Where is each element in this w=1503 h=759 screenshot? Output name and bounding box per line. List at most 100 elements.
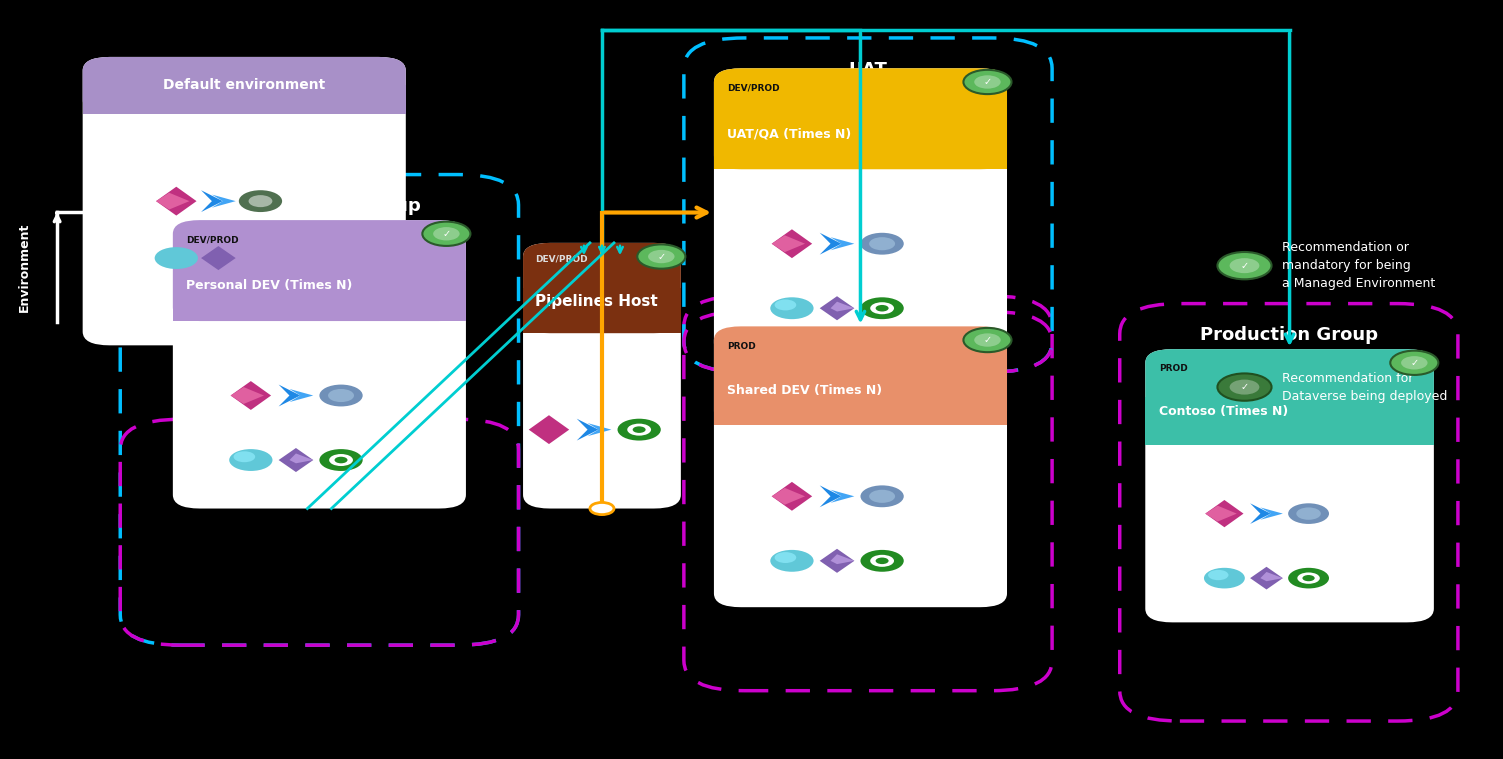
Circle shape [1229,380,1260,395]
FancyBboxPatch shape [714,68,1007,169]
FancyBboxPatch shape [83,57,406,114]
Polygon shape [1250,503,1270,524]
Polygon shape [819,486,842,507]
Circle shape [618,419,661,440]
Text: Default environment: Default environment [164,78,325,93]
Circle shape [335,457,347,463]
FancyBboxPatch shape [523,243,681,509]
Circle shape [589,502,613,515]
Polygon shape [831,554,854,564]
Text: Shared DEV (Times N): Shared DEV (Times N) [727,384,882,397]
Polygon shape [588,423,612,436]
Text: Personal DEV (Times N): Personal DEV (Times N) [186,279,353,292]
Circle shape [1288,568,1329,588]
FancyBboxPatch shape [714,68,1007,357]
Circle shape [1390,351,1438,375]
Circle shape [1217,252,1272,279]
Circle shape [1297,572,1320,584]
Circle shape [860,486,903,507]
Circle shape [774,552,797,563]
Circle shape [860,298,903,319]
FancyBboxPatch shape [1145,349,1434,622]
Circle shape [774,300,797,310]
Circle shape [869,490,896,503]
Polygon shape [230,387,265,404]
Polygon shape [529,415,570,444]
Circle shape [637,244,685,269]
Polygon shape [1261,572,1284,581]
Text: DEV/PROD: DEV/PROD [535,254,588,263]
Polygon shape [230,381,271,410]
Circle shape [433,227,460,241]
Circle shape [963,328,1012,352]
Text: DEV/PROD: DEV/PROD [186,236,239,245]
Text: Environment: Environment [18,222,30,312]
Text: PROD: PROD [727,342,756,351]
FancyBboxPatch shape [714,326,1007,425]
Circle shape [248,195,272,207]
Text: DEV/PROD: DEV/PROD [727,84,780,93]
Text: Contoso (Times N): Contoso (Times N) [1159,405,1288,417]
Polygon shape [771,482,812,511]
Circle shape [228,449,272,471]
Circle shape [974,75,1001,89]
FancyBboxPatch shape [173,220,466,321]
Text: ✓: ✓ [1240,382,1249,392]
FancyBboxPatch shape [83,57,406,345]
Circle shape [648,250,675,263]
Text: Recommendation for
Dataverse being deployed: Recommendation for Dataverse being deplo… [1282,372,1447,402]
Polygon shape [819,233,842,254]
Circle shape [422,222,470,246]
Text: Production Group: Production Group [1199,326,1378,345]
Text: ✓: ✓ [657,251,666,262]
Circle shape [1401,356,1428,370]
Bar [173,270,466,321]
Circle shape [870,302,894,314]
Circle shape [1208,570,1228,580]
Polygon shape [1205,500,1243,528]
Polygon shape [278,448,313,472]
Bar [714,376,1007,425]
Text: Recommendation or
mandatory for being
a Managed Environment: Recommendation or mandatory for being a … [1282,241,1435,290]
Text: Shared DEV Group: Shared DEV Group [774,319,962,337]
Bar [1145,397,1434,445]
Polygon shape [290,453,313,463]
Circle shape [329,454,353,466]
Bar [714,118,1007,169]
Polygon shape [831,490,854,503]
Text: Development Group: Development Group [218,197,421,216]
Polygon shape [819,296,854,320]
Circle shape [627,424,651,436]
Polygon shape [819,549,854,573]
Polygon shape [1205,505,1237,521]
Circle shape [1229,258,1260,273]
Circle shape [974,333,1001,347]
Circle shape [233,452,256,462]
Circle shape [1296,508,1321,520]
Circle shape [963,70,1012,94]
Bar [523,288,681,333]
Circle shape [770,298,813,319]
Circle shape [239,191,283,212]
Polygon shape [201,246,236,270]
Circle shape [860,550,903,572]
Circle shape [870,555,894,567]
Circle shape [328,389,355,402]
Polygon shape [577,419,598,440]
Text: ✓: ✓ [983,335,992,345]
FancyBboxPatch shape [1145,349,1434,445]
Polygon shape [771,229,812,258]
Text: ✓: ✓ [983,77,992,87]
Polygon shape [771,235,806,252]
Polygon shape [156,193,189,209]
FancyBboxPatch shape [523,243,681,333]
Circle shape [1204,568,1244,588]
Text: ✓: ✓ [442,228,451,239]
Polygon shape [831,301,854,311]
Circle shape [1288,503,1329,524]
FancyBboxPatch shape [714,326,1007,607]
Circle shape [155,247,198,269]
Text: UAT/QA (Times N): UAT/QA (Times N) [727,128,852,140]
Circle shape [876,558,888,564]
Circle shape [633,427,646,433]
